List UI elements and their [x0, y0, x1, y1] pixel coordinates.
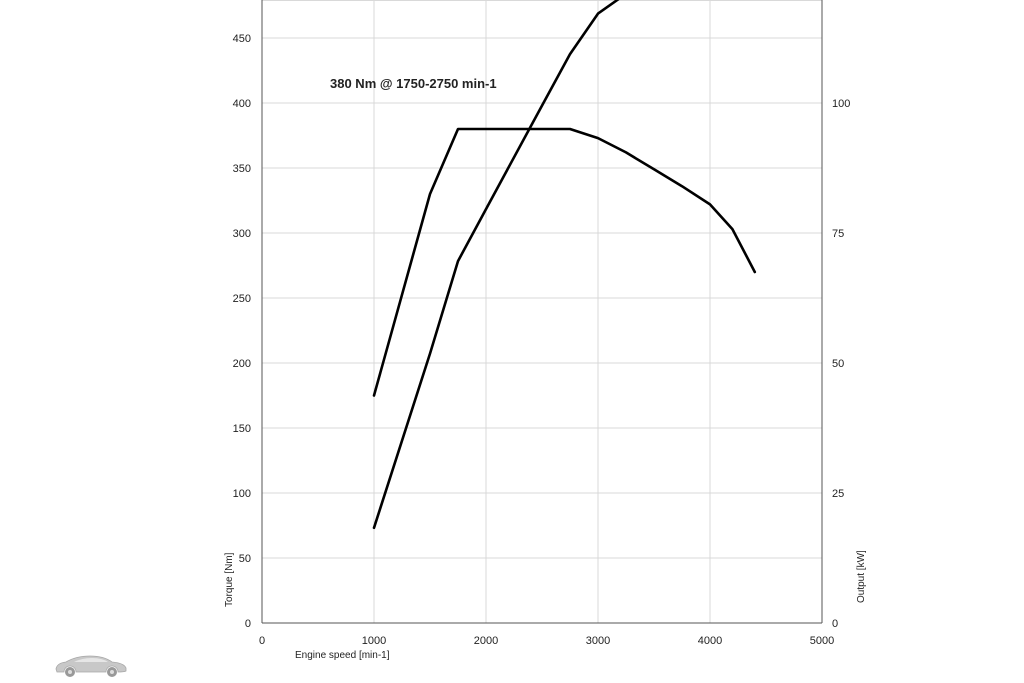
- x-tick-label: 4000: [698, 635, 722, 647]
- grid-lines: [262, 0, 822, 623]
- right-y-axis-title: Output [kW]: [856, 550, 867, 603]
- torque-annotation: 380 Nm @ 1750-2750 min-1: [330, 76, 497, 91]
- right-y-tick-labels: 0 25 50 75 100: [832, 98, 850, 630]
- left-y-tick-label: 250: [233, 293, 251, 305]
- left-y-tick-label: 450: [233, 33, 251, 45]
- x-tick-label: 0: [259, 635, 265, 647]
- right-y-tick-label: 25: [832, 488, 844, 500]
- x-tick-label: 1000: [362, 635, 386, 647]
- x-tick-labels: 0 1000 2000 3000 4000 5000: [259, 635, 834, 647]
- right-y-tick-label: 50: [832, 358, 844, 370]
- left-y-tick-label: 50: [239, 553, 251, 565]
- car-logo-icon: [55, 655, 127, 677]
- left-y-tick-label: 400: [233, 98, 251, 110]
- left-y-tick-label: 300: [233, 228, 251, 240]
- left-y-axis-title: Torque [Nm]: [224, 552, 235, 607]
- right-y-tick-label: 0: [832, 618, 838, 630]
- output-curve-line: [372, 0, 620, 530]
- x-tick-label: 3000: [586, 635, 610, 647]
- left-y-tick-labels: 0 50 100 150 200 250 300 350 400 450: [233, 33, 251, 630]
- x-tick-label: 5000: [810, 635, 834, 647]
- right-y-tick-label: 75: [832, 228, 844, 240]
- torque-curve-line: [372, 127, 757, 397]
- x-tick-label: 2000: [474, 635, 498, 647]
- left-y-tick-label: 200: [233, 358, 251, 370]
- right-y-tick-label: 100: [832, 98, 850, 110]
- left-y-tick-label: 350: [233, 163, 251, 175]
- left-y-tick-label: 0: [245, 618, 251, 630]
- left-y-tick-label: 150: [233, 423, 251, 435]
- x-axis-title: Engine speed [min-1]: [295, 650, 390, 661]
- series-layer: [372, 0, 757, 530]
- left-y-tick-label: 100: [233, 488, 251, 500]
- axes: [261, 0, 823, 624]
